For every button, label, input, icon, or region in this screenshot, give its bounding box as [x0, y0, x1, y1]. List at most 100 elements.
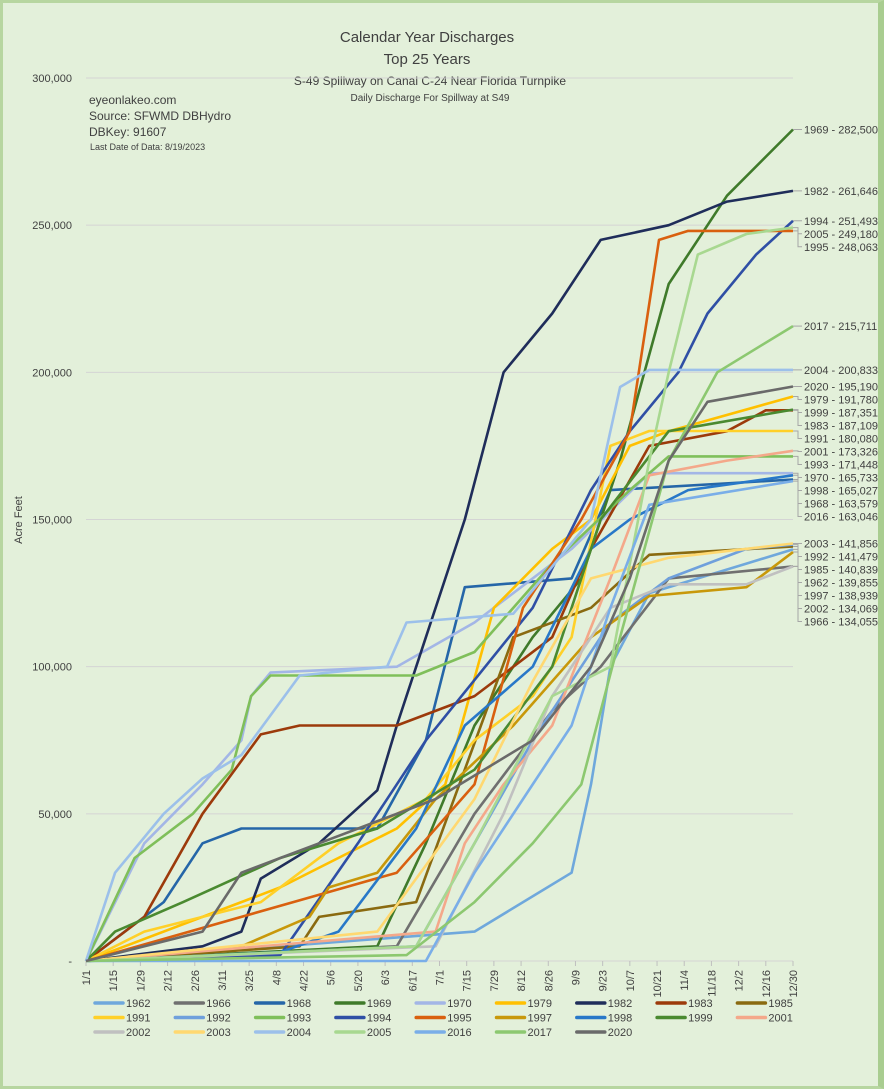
legend-label-1982: 1982 [608, 998, 632, 1010]
end-label-leader [793, 430, 802, 439]
series-line-2020 [85, 385, 794, 963]
x-tick-label: 12/2 [734, 970, 746, 991]
series-line-2017 [85, 324, 794, 963]
end-label-1983: 1983 - 187,109 [804, 420, 878, 432]
end-label-leader [793, 230, 802, 248]
end-label-1985: 1985 - 140,839 [804, 564, 878, 576]
x-tick-label: 7/15 [462, 970, 474, 991]
series-line-2001 [85, 449, 794, 963]
end-label-2016: 2016 - 163,046 [804, 511, 878, 523]
series-line-2005 [85, 226, 794, 963]
end-label-leader [793, 396, 802, 400]
legend-label-1966: 1966 [206, 998, 230, 1010]
series-line-1997 [85, 551, 794, 963]
end-label-leader [793, 455, 802, 465]
legend-label-1985: 1985 [768, 998, 792, 1010]
legend-label-1995: 1995 [447, 1013, 471, 1025]
x-tick-label: 9/9 [570, 970, 582, 985]
x-tick-label: 2/26 [190, 970, 202, 991]
end-label-2005: 2005 - 249,180 [804, 229, 878, 241]
series-line-1991 [85, 429, 793, 963]
series-line-1994 [85, 219, 794, 963]
legend-label-1994: 1994 [367, 1013, 391, 1025]
series-line-1999 [85, 408, 794, 962]
end-label-1969: 1969 - 282,500 [804, 125, 878, 137]
legend-label-1983: 1983 [688, 998, 712, 1010]
legend-label-1969: 1969 [367, 998, 391, 1010]
x-tick-label: 4/8 [271, 970, 283, 985]
end-label-1995: 1995 - 248,063 [804, 242, 878, 254]
y-axis-label: Acre Feet [13, 496, 25, 544]
x-tick-label: 10/21 [652, 970, 664, 998]
series-line-1998 [85, 474, 794, 963]
legend-label-2016: 2016 [447, 1027, 471, 1039]
legend-label-2004: 2004 [287, 1027, 311, 1039]
legend-label-2001: 2001 [768, 1013, 792, 1025]
end-label-leader [793, 450, 802, 452]
x-tick-label: 1/29 [135, 970, 147, 991]
series-line-1962 [85, 548, 794, 963]
x-tick-label: 8/26 [543, 970, 555, 991]
x-tick-label: 4/22 [299, 970, 311, 991]
end-label-1979: 1979 - 191,780 [804, 394, 878, 406]
note-last-date: Last Date of Data: 8/19/2023 [90, 142, 205, 152]
legend-label-2005: 2005 [367, 1027, 391, 1039]
legend-label-1998: 1998 [608, 1013, 632, 1025]
end-label-2003: 2003 - 141,856 [804, 538, 878, 550]
legend-label-1970: 1970 [447, 998, 471, 1010]
x-tick-label: 11/18 [706, 970, 718, 997]
y-tick-label: 150,000 [32, 515, 72, 527]
series-line-1969 [85, 128, 794, 963]
end-label-1982: 1982 - 261,646 [804, 186, 878, 198]
end-label-leader [793, 409, 802, 426]
series-line-1979 [85, 395, 794, 963]
end-label-1968: 1968 - 163,579 [804, 498, 878, 510]
x-tick-label: 10/7 [625, 970, 637, 991]
series-line-1968 [85, 478, 794, 963]
x-tick-label: 9/23 [598, 970, 610, 991]
series-line-2004 [84, 368, 793, 962]
end-label-1991: 1991 - 180,080 [804, 433, 878, 445]
end-label-2017: 2017 - 215,711 [804, 321, 877, 333]
x-tick-label: 5/6 [326, 970, 338, 985]
x-tick-label: 5/20 [353, 970, 365, 991]
note-dbkey: DBKey: 91607 [89, 125, 167, 139]
end-label-1993: 1993 - 171,448 [804, 459, 878, 471]
end-label-1998: 1998 - 165,027 [804, 485, 878, 497]
end-label-leader [793, 480, 802, 517]
end-label-2004: 2004 - 200,833 [804, 365, 878, 377]
legend-label-2002: 2002 [126, 1027, 150, 1039]
x-tick-label: 7/1 [435, 970, 447, 985]
x-tick-label: 6/17 [407, 970, 419, 991]
legend-label-2003: 2003 [206, 1027, 230, 1039]
chart-subtitle: Top 25 Years [384, 51, 471, 68]
chart-title: Calendar Year Discharges [340, 29, 514, 46]
series-line-1966 [85, 565, 794, 963]
y-tick-label: 100,000 [32, 662, 72, 674]
legend-label-1992: 1992 [206, 1013, 230, 1025]
series-line-1970 [84, 471, 793, 962]
end-label-1997: 1997 - 138,939 [804, 590, 878, 602]
y-tick-label: 200,000 [32, 367, 72, 379]
y-tick-label: 50,000 [38, 809, 72, 821]
legend-label-1968: 1968 [287, 998, 311, 1010]
end-label-1999: 1999 - 187,351 [804, 407, 878, 419]
series-line-2002 [85, 565, 794, 963]
legend-label-2020: 2020 [608, 1027, 632, 1039]
legend-label-2017: 2017 [528, 1027, 552, 1039]
series-line-1993 [84, 455, 793, 962]
x-tick-label: 11/4 [679, 970, 691, 991]
end-label-1966: 1966 - 134,055 [804, 616, 878, 628]
legend-label-1997: 1997 [528, 1013, 552, 1025]
note-source: Source: SFWMD DBHydro [89, 109, 231, 123]
legend-label-1991: 1991 [126, 1013, 150, 1025]
x-tick-label: 12/16 [761, 970, 773, 998]
legend-label-1962: 1962 [126, 998, 150, 1010]
chart-subtitle-3: Daily Discharge For Spillway at S49 [351, 93, 510, 104]
x-tick-label: 8/12 [516, 970, 528, 991]
end-label-1994: 1994 - 251,493 [804, 216, 878, 228]
end-label-1970: 1970 - 165,733 [804, 472, 878, 484]
x-tick-label: 12/30 [788, 970, 800, 998]
x-tick-label: 7/29 [489, 970, 501, 991]
